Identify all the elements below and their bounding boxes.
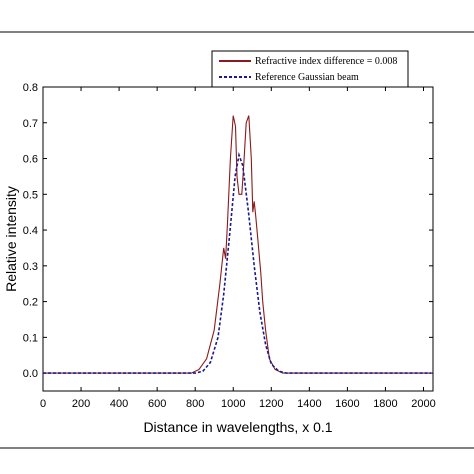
series-line-0 — [43, 115, 432, 374]
x-tick-label: 1200 — [259, 398, 283, 410]
y-tick-label: 0.5 — [23, 189, 38, 201]
y-tick-label: 0.3 — [23, 261, 38, 273]
plot-frame — [42, 86, 434, 392]
x-tick-label: 2000 — [411, 398, 435, 410]
x-tick-label: 1800 — [373, 398, 397, 410]
y-tick-label: 0.2 — [23, 297, 38, 309]
legend-box — [211, 50, 409, 88]
legend: Refractive index difference = 0.008 Refe… — [211, 50, 409, 88]
x-axis-label: Distance in wavelengths, x 0.1 — [143, 419, 332, 435]
legend-label-1: Reference Gaussian beam — [255, 72, 359, 83]
y-tick-label: 0.4 — [23, 225, 38, 237]
x-tick-label: 0 — [40, 398, 46, 410]
y-axis: 0.0 0.1 0.2 0.3 0.4 0.5 0.6 0.7 0.8 — [23, 82, 433, 380]
x-axis: 0 200 400 600 800 1000 1200 1400 1600 1800 2000 — [40, 87, 436, 410]
x-tick-label: 400 — [110, 398, 128, 410]
x-tick-label: 800 — [186, 398, 204, 410]
legend-label-0: Refractive index difference = 0.008 — [255, 56, 397, 67]
x-tick-label: 1000 — [221, 398, 245, 410]
y-tick-label: 0.1 — [23, 332, 38, 344]
y-tick-label: 0.8 — [23, 82, 38, 94]
x-tick-label: 200 — [72, 398, 90, 410]
y-axis-label: Relative intensity — [3, 186, 19, 292]
x-tick-label: 1400 — [297, 398, 321, 410]
series-layer — [43, 115, 432, 374]
y-tick-label: 0.7 — [23, 118, 38, 130]
series-line-1 — [43, 151, 432, 374]
y-tick-label: 0.0 — [23, 368, 38, 380]
y-tick-label: 0.6 — [23, 154, 38, 166]
x-tick-label: 600 — [148, 398, 166, 410]
x-tick-label: 1600 — [335, 398, 359, 410]
